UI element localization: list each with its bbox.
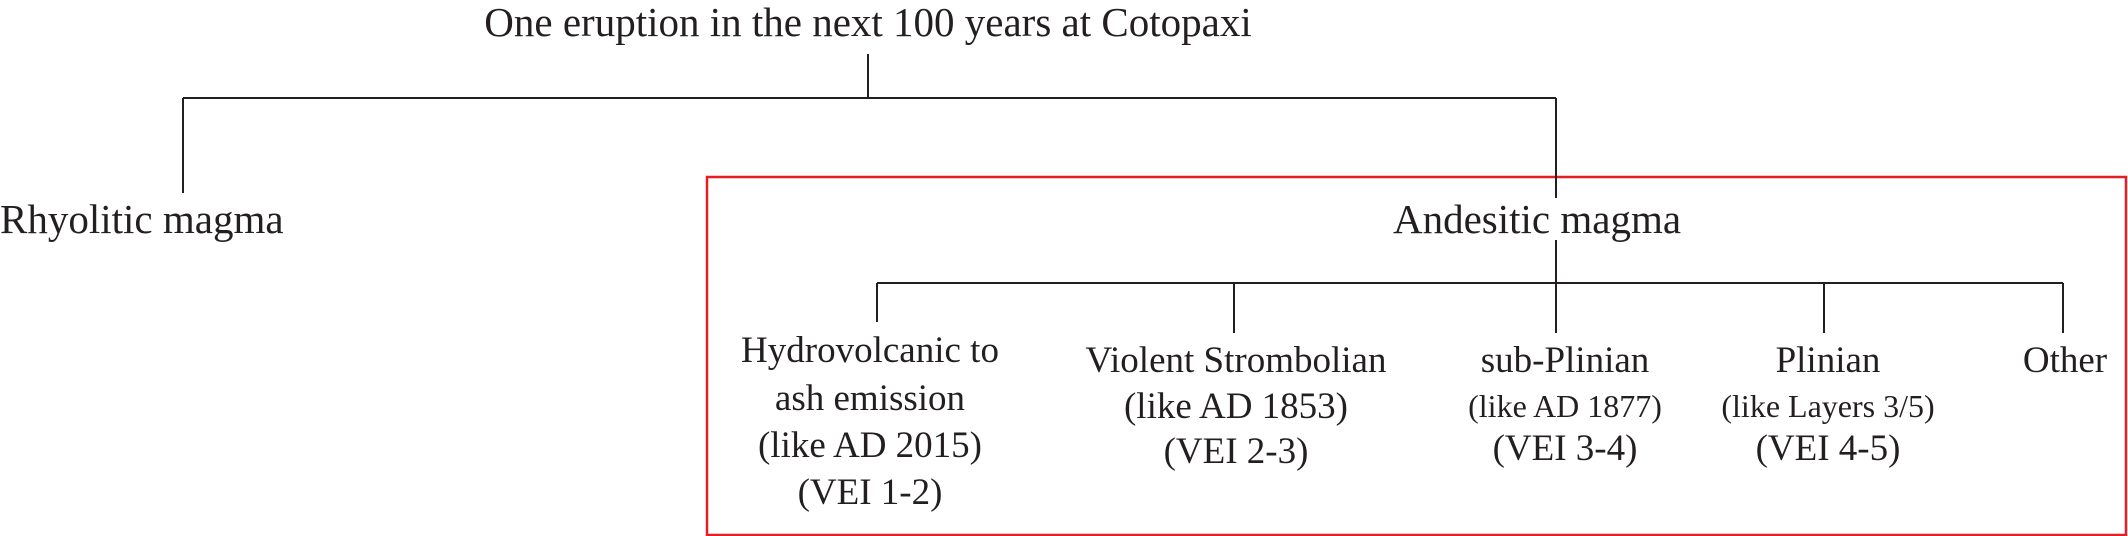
hydrovolcanic-line1: Hydrovolcanic to xyxy=(741,330,999,371)
andesitic-magma-label: Andesitic magma xyxy=(1392,196,1682,242)
hydrovolcanic-line2: ash emission xyxy=(774,378,966,419)
hydrovolcanic-analogue: (like AD 2015) xyxy=(757,425,983,466)
other-name: Other xyxy=(2022,340,2108,381)
sub-plinian-name: sub-Plinian xyxy=(1480,340,1650,381)
hydrovolcanic-vei: (VEI 1-2) xyxy=(797,472,943,513)
violent-strombolian-analogue: (like AD 1853) xyxy=(1123,386,1349,427)
plinian-name: Plinian xyxy=(1775,340,1881,381)
violent-strombolian-vei: (VEI 2-3) xyxy=(1163,431,1309,472)
andesitic-highlight-box xyxy=(705,175,2128,536)
sub-plinian-vei: (VEI 3-4) xyxy=(1492,428,1638,469)
plinian-analogue: (like Layers 3/5) xyxy=(1721,388,1935,424)
root-node-label: One eruption in the next 100 years at Co… xyxy=(484,0,1252,45)
rhyolitic-magma-label: Rhyolitic magma xyxy=(0,196,284,242)
violent-strombolian-name: Violent Strombolian xyxy=(1085,340,1387,381)
sub-plinian-analogue: (like AD 1877) xyxy=(1468,388,1662,424)
plinian-vei: (VEI 4-5) xyxy=(1755,428,1901,469)
